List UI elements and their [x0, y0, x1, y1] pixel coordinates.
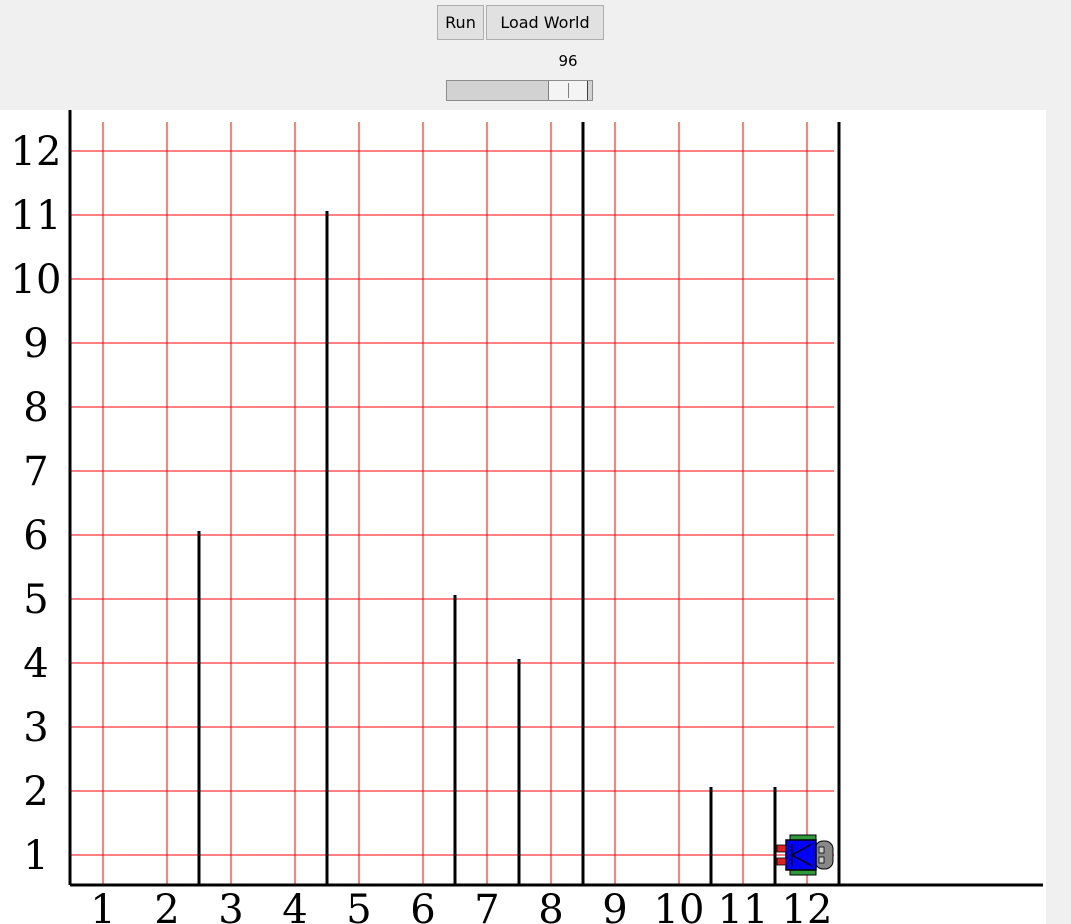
- speed-slider-thumb[interactable]: [547, 81, 588, 100]
- y-axis-label: 9: [23, 321, 48, 367]
- y-axis-label: 8: [23, 385, 48, 431]
- speed-slider[interactable]: [446, 80, 593, 101]
- y-axis-label: 4: [23, 641, 48, 687]
- robot-light: [818, 846, 825, 854]
- axes: [68, 110, 1043, 887]
- y-axis-label: 1: [23, 833, 48, 879]
- y-axis-label: 11: [11, 193, 62, 239]
- x-axis-label: 11: [718, 887, 769, 924]
- y-axis-label: 10: [11, 257, 62, 303]
- y-axis-label: 3: [23, 705, 48, 751]
- x-axis-label: 9: [602, 887, 627, 924]
- y-axis-label: 12: [11, 129, 62, 175]
- x-axis-label: 5: [346, 887, 371, 924]
- x-axis-label: 1: [90, 887, 115, 924]
- x-axis-label: 3: [218, 887, 243, 924]
- toolbar: Run Load World 96: [0, 0, 1071, 110]
- run-button[interactable]: Run: [437, 5, 484, 40]
- robot-icon: [776, 834, 834, 876]
- robot-eye: [776, 844, 787, 853]
- robot-light: [818, 856, 825, 864]
- x-axis-label: 6: [410, 887, 435, 924]
- robot: [776, 834, 834, 876]
- x-axis-label: 7: [474, 887, 499, 924]
- robot-back: [814, 840, 834, 870]
- y-axis-label: 6: [23, 513, 48, 559]
- load-world-button[interactable]: Load World: [486, 5, 604, 40]
- y-axis-label: 5: [23, 577, 48, 623]
- x-axis-label: 12: [782, 887, 833, 924]
- robot-eye: [776, 857, 787, 866]
- x-axis-label: 10: [654, 887, 705, 924]
- x-axis-label: 8: [538, 887, 563, 924]
- x-axis-label: 4: [282, 887, 307, 924]
- robot-arrow: [790, 843, 813, 867]
- speed-value: 96: [558, 52, 578, 70]
- grid-lines: [70, 122, 834, 885]
- x-axis-label: 2: [154, 887, 179, 924]
- walls: [197, 122, 841, 885]
- y-axis-label: 7: [23, 449, 48, 495]
- world-canvas: 1 2 3 4 5 6 7 8 9 10 11 12 1 2 3 4 5 6 7 8 9 10 11 12: [0, 110, 1046, 924]
- y-axis-label: 2: [23, 769, 48, 815]
